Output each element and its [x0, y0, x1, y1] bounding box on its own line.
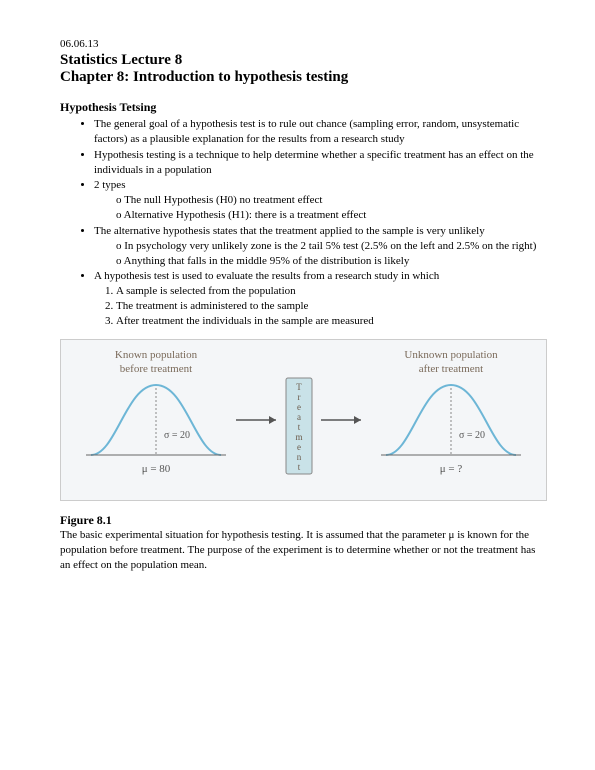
sub-list-item: In psychology very unlikely zone is the … — [116, 239, 545, 254]
svg-text:e: e — [297, 402, 301, 412]
lecture-title: Statistics Lecture 8 — [60, 52, 545, 69]
sigma-left-label: σ = 20 — [164, 430, 190, 441]
figure-caption-heading: Figure 8.1 — [60, 513, 545, 528]
sigma-right-label: σ = 20 — [459, 430, 485, 441]
figure-caption-text: The basic experimental situation for hyp… — [60, 528, 545, 573]
figure-diagram: Known population before treatment Unknow… — [60, 339, 547, 501]
svg-text:m: m — [295, 432, 302, 442]
bullet-list: The general goal of a hypothesis test is… — [60, 117, 545, 329]
right-population-label-2: after treatment — [419, 363, 483, 375]
sub-list-item: Anything that falls in the middle 95% of… — [116, 254, 545, 269]
date-text: 06.06.13 — [60, 38, 545, 50]
svg-text:T: T — [296, 382, 302, 392]
list-item: The general goal of a hypothesis test is… — [94, 117, 545, 147]
numbered-item: A sample is selected from the population — [116, 284, 545, 299]
sub-list-item: The null Hypothesis (H0) no treatment ef… — [116, 193, 545, 208]
sub-list: In psychology very unlikely zone is the … — [94, 239, 545, 269]
list-item: A hypothesis test is used to evaluate th… — [94, 269, 545, 328]
svg-text:r: r — [298, 392, 301, 402]
svg-text:n: n — [297, 452, 302, 462]
list-item-text: A hypothesis test is used to evaluate th… — [94, 270, 439, 282]
figure-svg: Known population before treatment Unknow… — [61, 340, 546, 500]
chapter-title: Chapter 8: Introduction to hypothesis te… — [60, 69, 545, 86]
list-item-text: The alternative hypothesis states that t… — [94, 225, 485, 237]
sub-list-item: Alternative Hypothesis (H1): there is a … — [116, 208, 545, 223]
numbered-item: The treatment is administered to the sam… — [116, 299, 545, 314]
arrow-head-right-icon — [354, 416, 361, 424]
left-population-label: Known population — [115, 349, 198, 361]
list-item: 2 types The null Hypothesis (H0) no trea… — [94, 178, 545, 223]
list-item-text: 2 types — [94, 179, 125, 191]
numbered-list: A sample is selected from the population… — [94, 284, 545, 329]
mu-left-label: μ = 80 — [142, 463, 171, 475]
list-item: Hypothesis testing is a technique to hel… — [94, 148, 545, 178]
right-population-label: Unknown population — [404, 349, 498, 361]
svg-text:a: a — [297, 412, 301, 422]
left-population-label-2: before treatment — [120, 363, 192, 375]
list-item: The alternative hypothesis states that t… — [94, 224, 545, 269]
document-page: 06.06.13 Statistics Lecture 8 Chapter 8:… — [0, 0, 595, 612]
svg-text:e: e — [297, 442, 301, 452]
section-heading: Hypothesis Tetsing — [60, 100, 545, 115]
sub-list: The null Hypothesis (H0) no treatment ef… — [94, 193, 545, 223]
mu-right-label: μ = ? — [440, 463, 463, 475]
numbered-item: After treatment the individuals in the s… — [116, 314, 545, 329]
arrow-head-icon — [269, 416, 276, 424]
